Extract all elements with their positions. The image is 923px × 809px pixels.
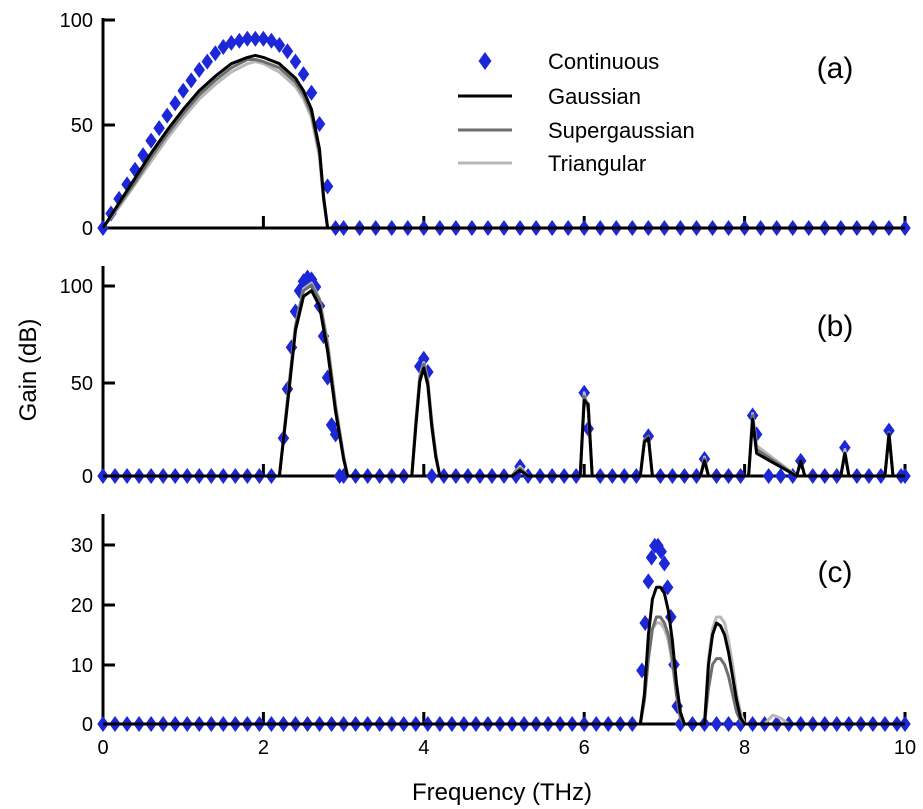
panel-c: 0 10 20 30 0 2 4 6 8 10 (c) <box>71 514 916 759</box>
data-point-continuous <box>273 36 286 53</box>
data-point-continuous <box>201 53 214 70</box>
legend-label-triangular: Triangular <box>548 151 646 176</box>
data-point-continuous <box>418 350 430 367</box>
data-point-continuous <box>321 178 334 195</box>
series-continuous-markers <box>97 537 911 732</box>
data-point-continuous <box>241 30 254 47</box>
data-point-continuous <box>839 439 851 456</box>
data-point-continuous <box>883 422 895 439</box>
panel-a: 0 50 100 (a) <box>60 10 911 240</box>
series-triangular-line <box>103 281 905 478</box>
data-point-continuous <box>233 32 246 49</box>
x-tick-label: 4 <box>418 737 429 759</box>
series-gaussian-line <box>103 585 905 726</box>
panel-b: 0 50 100 (b) <box>60 266 911 488</box>
y-tick-label: 100 <box>60 276 93 298</box>
data-point-continuous <box>722 716 735 732</box>
series-continuous-markers <box>97 30 911 236</box>
data-point-continuous <box>225 34 238 51</box>
y-tick-label: 100 <box>60 10 93 32</box>
data-point-continuous <box>161 107 173 124</box>
data-point-continuous <box>426 468 438 484</box>
x-tick-label: 10 <box>894 737 916 759</box>
panel-label: (a) <box>817 52 854 85</box>
data-point-continuous <box>169 95 181 112</box>
y-tick-label: 10 <box>71 655 93 677</box>
data-point-continuous <box>209 45 222 62</box>
y-tick-label: 0 <box>82 218 93 240</box>
data-point-continuous <box>153 120 165 137</box>
data-point-continuous <box>645 549 658 566</box>
x-tick-label: 2 <box>258 737 269 759</box>
y-tick-label: 30 <box>71 535 93 557</box>
panel-label: (c) <box>818 556 853 589</box>
data-point-continuous <box>177 82 189 99</box>
data-point-continuous <box>642 573 655 590</box>
panel-label: (b) <box>817 310 854 343</box>
data-point-continuous <box>305 84 318 101</box>
data-point-continuous <box>297 66 310 83</box>
legend-label-gaussian: Gaussian <box>548 84 641 109</box>
y-tick-label: 0 <box>82 466 93 488</box>
y-axis-title: Gain (dB) <box>15 319 42 422</box>
data-point-continuous <box>145 132 157 149</box>
data-point-continuous <box>249 30 262 47</box>
data-point-continuous <box>710 716 723 732</box>
series-gaussian-line <box>101 53 905 230</box>
series-supergaussian-line <box>101 58 905 230</box>
data-point-continuous <box>762 468 775 484</box>
data-point-continuous <box>257 30 270 47</box>
y-tick-label: 20 <box>71 595 93 617</box>
legend-swatch-continuous <box>478 52 492 70</box>
y-tick-label: 50 <box>71 115 93 137</box>
data-point-continuous <box>193 61 205 78</box>
legend-label-supergaussian: Supergaussian <box>548 118 695 143</box>
series-supergaussian-line <box>103 283 905 478</box>
data-point-continuous <box>774 468 787 484</box>
series-gaussian-line <box>103 289 905 478</box>
data-point-continuous <box>658 555 671 572</box>
y-tick-label: 0 <box>82 714 93 736</box>
series-supergaussian-line <box>103 615 905 726</box>
data-point-continuous <box>281 43 294 60</box>
legend-label-continuous: Continuous <box>548 49 659 74</box>
x-tick-label: 0 <box>97 737 108 759</box>
x-tick-label: 6 <box>579 737 590 759</box>
series-continuous-markers <box>97 269 911 484</box>
x-tick-label: 8 <box>739 737 750 759</box>
y-tick-label: 50 <box>71 373 93 395</box>
data-point-continuous <box>185 72 197 89</box>
data-point-continuous <box>655 543 667 560</box>
series-triangular-line <box>103 615 905 726</box>
data-point-continuous <box>289 53 302 70</box>
series-triangular-line <box>101 60 905 230</box>
legend: Continuous Gaussian Supergaussian Triangula… <box>458 49 695 176</box>
x-axis-title: Frequency (THz) <box>412 779 592 806</box>
